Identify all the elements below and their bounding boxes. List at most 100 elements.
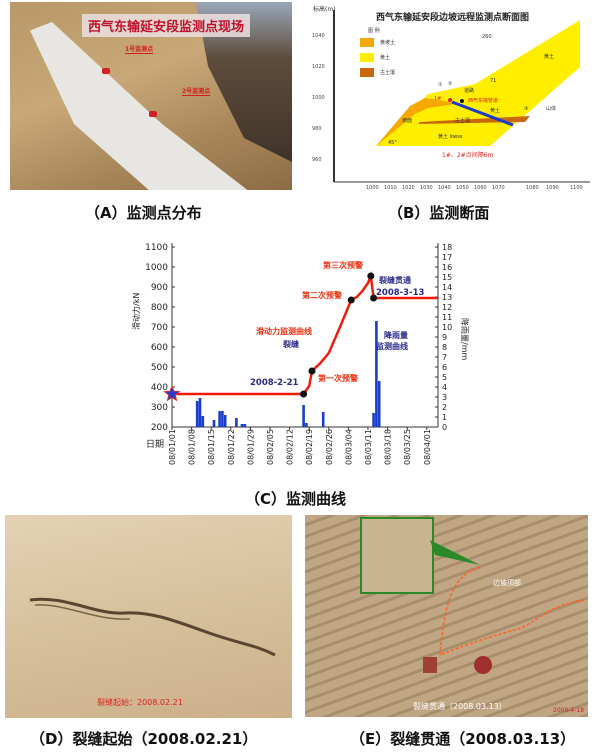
annotation-warn1: 第一次预警 [318, 373, 358, 383]
y-tick-label-left: 700 [151, 323, 168, 333]
x-axis-label: 日期 [146, 439, 164, 450]
annotation-warn3: 第三次预警 [323, 260, 363, 270]
paleosol-label: 古土壤 [455, 117, 470, 124]
y-tick-label-right: 17 [442, 253, 452, 262]
y-tick-label-right: 2 [442, 403, 447, 412]
event-dot-marker [308, 367, 316, 375]
y-tick-label-right: 10 [442, 323, 452, 332]
crack-start-photo: 裂缝起始：2008.02.21 [5, 515, 292, 718]
y-tick-label-right: 0 [442, 423, 447, 432]
monitoring-point-2 [149, 111, 157, 117]
point-2 [460, 99, 464, 103]
x-tick-label: 08/02/26 [325, 429, 334, 465]
y-tick-label-right: 14 [442, 283, 452, 292]
loess-label: 黄土 [490, 107, 500, 114]
x-tick-label: 08/01/22 [227, 429, 236, 465]
legend-swatch [360, 68, 374, 77]
diagram-y-tick: 960 [312, 157, 322, 163]
y-tick-label-right: 18 [442, 243, 452, 252]
rain-bar [223, 415, 227, 427]
diagram-x-tick: 1070 [492, 185, 505, 190]
y-tick-label-right: 4 [442, 383, 447, 392]
rain-bar [321, 412, 325, 427]
y-tick-label-left: 900 [151, 283, 168, 293]
slope-label: 坡面 [402, 117, 412, 124]
annotation-through: 裂缝贯通 [378, 275, 411, 285]
annotation-crack: 裂缝 [282, 339, 299, 349]
pipe-label: 西气东输管道 [468, 97, 498, 104]
slope-top-label: 边坡顶部 [493, 579, 521, 587]
x-tick-label: 08/04/01 [423, 429, 432, 465]
y-tick-label-left: 300 [151, 403, 168, 413]
y-tick-label-left: 1100 [145, 243, 168, 253]
x-tick-label: 08/01/15 [207, 429, 216, 465]
diagram-x-tick: 1050 [456, 185, 469, 190]
diagram-x-tick: 1080 [526, 185, 539, 190]
y-tick-label-left: 800 [151, 303, 168, 313]
rain-bar [240, 424, 244, 427]
x-tick-label: 08/03/11 [364, 429, 373, 465]
x-tick-label: 08/01/29 [246, 429, 255, 465]
y-tick-label-right: 6 [442, 363, 447, 372]
event-dot-marker [367, 272, 375, 280]
rain-bar [201, 416, 205, 427]
x-tick-label: 08/02/05 [266, 429, 275, 465]
y-axis-right-label: 降雨量/mm [460, 318, 470, 360]
annotation-force-curve: 滑动力监测曲线 [256, 326, 312, 336]
rain-bar [212, 420, 216, 427]
crack-through-photo: 边坡顶部 裂缝贯通（2008.03.13） 2008-4-18 [305, 515, 588, 717]
point-1 [448, 98, 452, 102]
loess-layer [376, 20, 580, 146]
rain-bar [372, 413, 375, 427]
diagram-y-label: 标高(m) [313, 5, 336, 13]
legend-label: 黄土 [380, 54, 390, 61]
x-tick-label: 08/02/12 [286, 429, 295, 465]
spacing-label: 1#、2#点间隔6m [442, 151, 494, 159]
y-tick-label-right: 16 [442, 263, 452, 272]
caption-c: （C）监测曲线 [245, 490, 347, 508]
y-tick-label-left: 600 [151, 343, 168, 353]
x-tick-label: 08/03/25 [403, 429, 412, 465]
diagram-y-tick: 1020 [312, 64, 325, 70]
mountain-label: 山体 [546, 105, 556, 112]
diagram-x-tick: 1100 [570, 185, 583, 190]
monitoring-point-1 [102, 68, 110, 74]
monitoring-point-2-label: 2号监测点 [182, 88, 211, 96]
rain-bar [302, 405, 305, 427]
callout-1: ① [438, 82, 443, 88]
monitoring-line [451, 100, 514, 127]
x-tick-label: 08/02/19 [305, 429, 314, 465]
diagram-title: 西气东输延安段边坡远程监测点断面图 [376, 11, 529, 23]
y-tick-label-left: 500 [151, 363, 168, 373]
diagram-x-tick: 1060 [474, 185, 487, 190]
rain-bar [198, 398, 202, 427]
loess-label: 黄土 loess [438, 133, 463, 140]
y-tick-label-right: 8 [442, 343, 447, 352]
rain-bar [243, 424, 247, 427]
y-axis-left-label: 滑动力/kN [131, 293, 141, 330]
diagram-x-tick: 1000 [366, 185, 379, 190]
event-dot-marker [370, 294, 378, 302]
loess-label: 黄土 [544, 53, 554, 60]
y-tick-label-right: 9 [442, 333, 447, 342]
caption-b: （B）监测断面 [388, 204, 490, 222]
x-tick-label: 08/03/18 [384, 429, 393, 465]
y-tick-label-right: 13 [442, 293, 452, 302]
diagram-y-tick: 980 [312, 126, 322, 132]
y-tick-label-right: 15 [442, 273, 452, 282]
crack-through-stamp: 裂缝贯通（2008.03.13） [413, 702, 507, 711]
y-tick-label-right: 1 [442, 413, 447, 422]
legend-title: 图 例 [368, 27, 380, 34]
angle-label: 45° [388, 140, 397, 146]
crack-closeup-inset [360, 517, 434, 594]
annotation-rain-curve: 降雨量 [384, 330, 408, 340]
section-diagram: 西气东输延安段边坡远程监测点断面图 标高(m) 1040 1020 1000 9… [312, 5, 590, 190]
rain-bar [305, 423, 308, 427]
diagram-x-tick: 1010 [384, 185, 397, 190]
y-tick-label-right: 3 [442, 393, 447, 402]
legend-label: 黄坡土 [380, 39, 395, 46]
rain-bar [375, 321, 378, 427]
y-tick-label-right: 11 [442, 313, 452, 322]
monitoring-point-1-label: 1号监测点 [125, 46, 154, 54]
photo-title: 西气东输延安段监测点现场 [82, 14, 251, 37]
